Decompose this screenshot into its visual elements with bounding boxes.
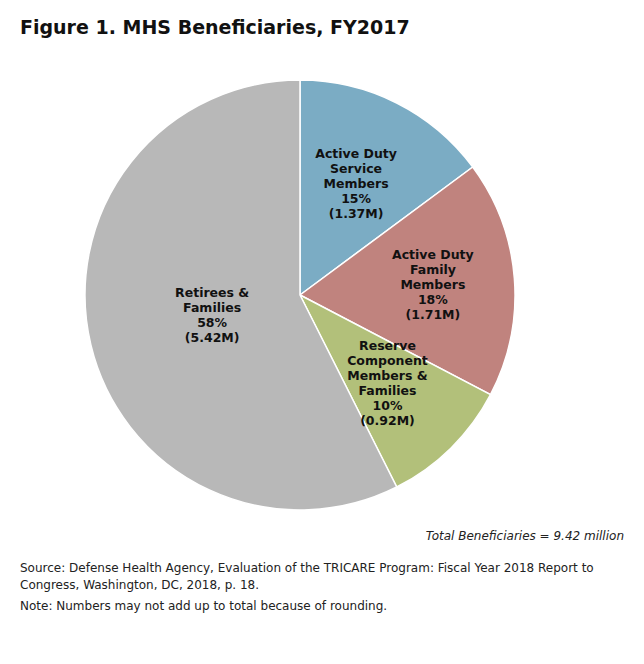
footnote: Note: Numbers may not add up to total be…: [20, 598, 624, 615]
slices: [85, 80, 515, 510]
footnote: Source: Defense Health Agency, Evaluatio…: [20, 560, 624, 594]
title: Figure 1. MHS Beneficiaries, FY2017: [20, 16, 410, 38]
slice: [85, 80, 397, 510]
slice-label: Retirees &Families58%(5.42M): [175, 285, 249, 345]
slice-label: ReserveComponentMembers &Families10%(0.9…: [347, 338, 428, 428]
slice-label: Active DutyServiceMembers15%(1.37M): [315, 146, 397, 221]
slice-labels: Active DutyServiceMembers15%(1.37M) Activ…: [175, 146, 474, 429]
slice-label: Active DutyFamilyMembers18%(1.71M): [392, 247, 474, 322]
total-annotation: Total Beneficiaries = 9.42 million: [426, 529, 624, 543]
notes: Source: Defense Health Agency, Evaluatio…: [20, 560, 624, 619]
